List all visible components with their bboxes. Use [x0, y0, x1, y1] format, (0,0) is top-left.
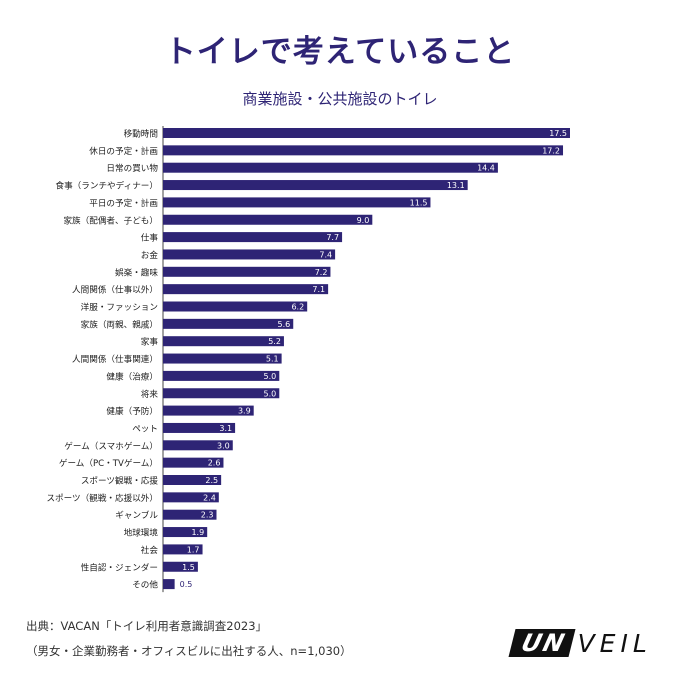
bar [163, 475, 222, 485]
category-label: 食事（ランチやディナー） [55, 180, 158, 192]
category-label: お金 [141, 249, 159, 261]
category-label: 性自認・ジェンダー [81, 561, 158, 573]
unveil-logo: UN VEIL [508, 628, 662, 658]
bar [163, 353, 282, 364]
sample-note: （男女・企業勤務者・オフィスビルに出社する人、n=1,030） [26, 644, 352, 658]
source-text: 出典：VACAN「トイレ利用者意識調査2023」 [26, 619, 268, 633]
bar [163, 128, 570, 138]
bar [163, 249, 336, 260]
value-label: 11.5 [410, 198, 428, 207]
value-label: 7.1 [312, 285, 325, 294]
chart-subtitle: 商業施設・公共施設のトイレ [242, 90, 438, 108]
value-label: 17.2 [542, 146, 560, 155]
value-label: 5.1 [266, 355, 279, 364]
bar [163, 527, 208, 538]
value-label: 1.5 [182, 563, 195, 572]
category-label: 人間関係（仕事関連） [72, 353, 158, 365]
value-label: 5.0 [264, 372, 277, 381]
category-label: 将来 [141, 389, 159, 400]
value-label: 1.9 [191, 528, 204, 537]
logo-veil: VEIL [577, 628, 652, 658]
chart-title: トイレで考えていること [164, 34, 516, 70]
logo-un: UN [508, 629, 576, 657]
value-label: 9.0 [357, 216, 370, 225]
category-label: 休日の予定・計画 [89, 145, 158, 157]
category-label: 健康（治療） [106, 370, 158, 382]
bar [163, 318, 294, 329]
category-label: スポーツ観戦・応援 [81, 475, 159, 487]
bar [163, 197, 431, 208]
bar [163, 405, 254, 416]
category-label: 人間関係（仕事以外） [72, 284, 158, 296]
category-label: 健康（予防） [106, 405, 158, 417]
value-label: 7.7 [326, 233, 339, 242]
category-label: ゲーム（スマホゲーム） [64, 440, 158, 452]
bar [163, 492, 219, 503]
value-label: 2.5 [205, 476, 218, 485]
category-label: スポーツ（観戦・応援以外） [46, 492, 158, 504]
category-label: 仕事 [141, 232, 159, 244]
value-label: 7.4 [319, 250, 332, 259]
category-label: 家事 [141, 336, 159, 348]
value-label: 3.9 [238, 407, 251, 416]
bar [163, 579, 175, 590]
bar [163, 301, 308, 312]
value-label: 2.6 [208, 459, 221, 468]
value-label: 3.0 [217, 441, 230, 450]
bar [163, 422, 236, 433]
bar [163, 232, 343, 243]
value-label: 1.7 [187, 545, 200, 554]
bar [163, 561, 198, 572]
value-label: 0.5 [180, 580, 193, 589]
bar [163, 336, 284, 347]
bar [163, 180, 468, 191]
bar [163, 162, 498, 173]
bar [163, 284, 329, 295]
category-label: 社会 [141, 544, 159, 556]
bar-chart: 移動時間 17.5 休日の予定・計画 17.2 日常の買い物 14.4 食事（ランチやディナ… [46, 126, 570, 593]
value-label: 13.1 [447, 181, 465, 190]
bar [163, 266, 331, 277]
value-label: 17.5 [549, 129, 567, 138]
category-label: 家族（配偶者、子ども） [63, 214, 158, 226]
category-label: ギャンブル [115, 509, 158, 521]
bar [163, 509, 217, 520]
bar [163, 370, 280, 381]
bar [163, 145, 564, 156]
value-label: 5.0 [264, 389, 277, 398]
category-label: 洋服・ファッション [81, 301, 158, 313]
value-label: 2.4 [203, 493, 216, 502]
bar [163, 544, 203, 555]
value-label: 5.6 [278, 320, 291, 329]
bar [163, 388, 280, 399]
value-label: 2.3 [201, 511, 214, 520]
category-label: ゲーム（PC・TVゲーム） [59, 457, 158, 469]
category-label: 家族（両親、親戚） [81, 318, 158, 330]
value-label: 3.1 [219, 424, 232, 433]
bar [163, 440, 233, 451]
value-label: 14.4 [477, 164, 495, 173]
value-label: 7.2 [315, 268, 328, 277]
category-label: 日常の買い物 [106, 162, 158, 174]
category-label: ペット [132, 424, 158, 434]
category-label: 地球環境 [124, 527, 159, 539]
value-label: 6.2 [291, 303, 304, 312]
category-label: 移動時間 [124, 128, 158, 140]
value-label: 5.2 [268, 337, 281, 346]
bar [163, 214, 373, 225]
category-label: 平日の予定・計画 [89, 197, 158, 209]
category-label: その他 [132, 579, 158, 591]
category-label: 娯楽・趣味 [115, 266, 158, 278]
bar [163, 457, 224, 468]
